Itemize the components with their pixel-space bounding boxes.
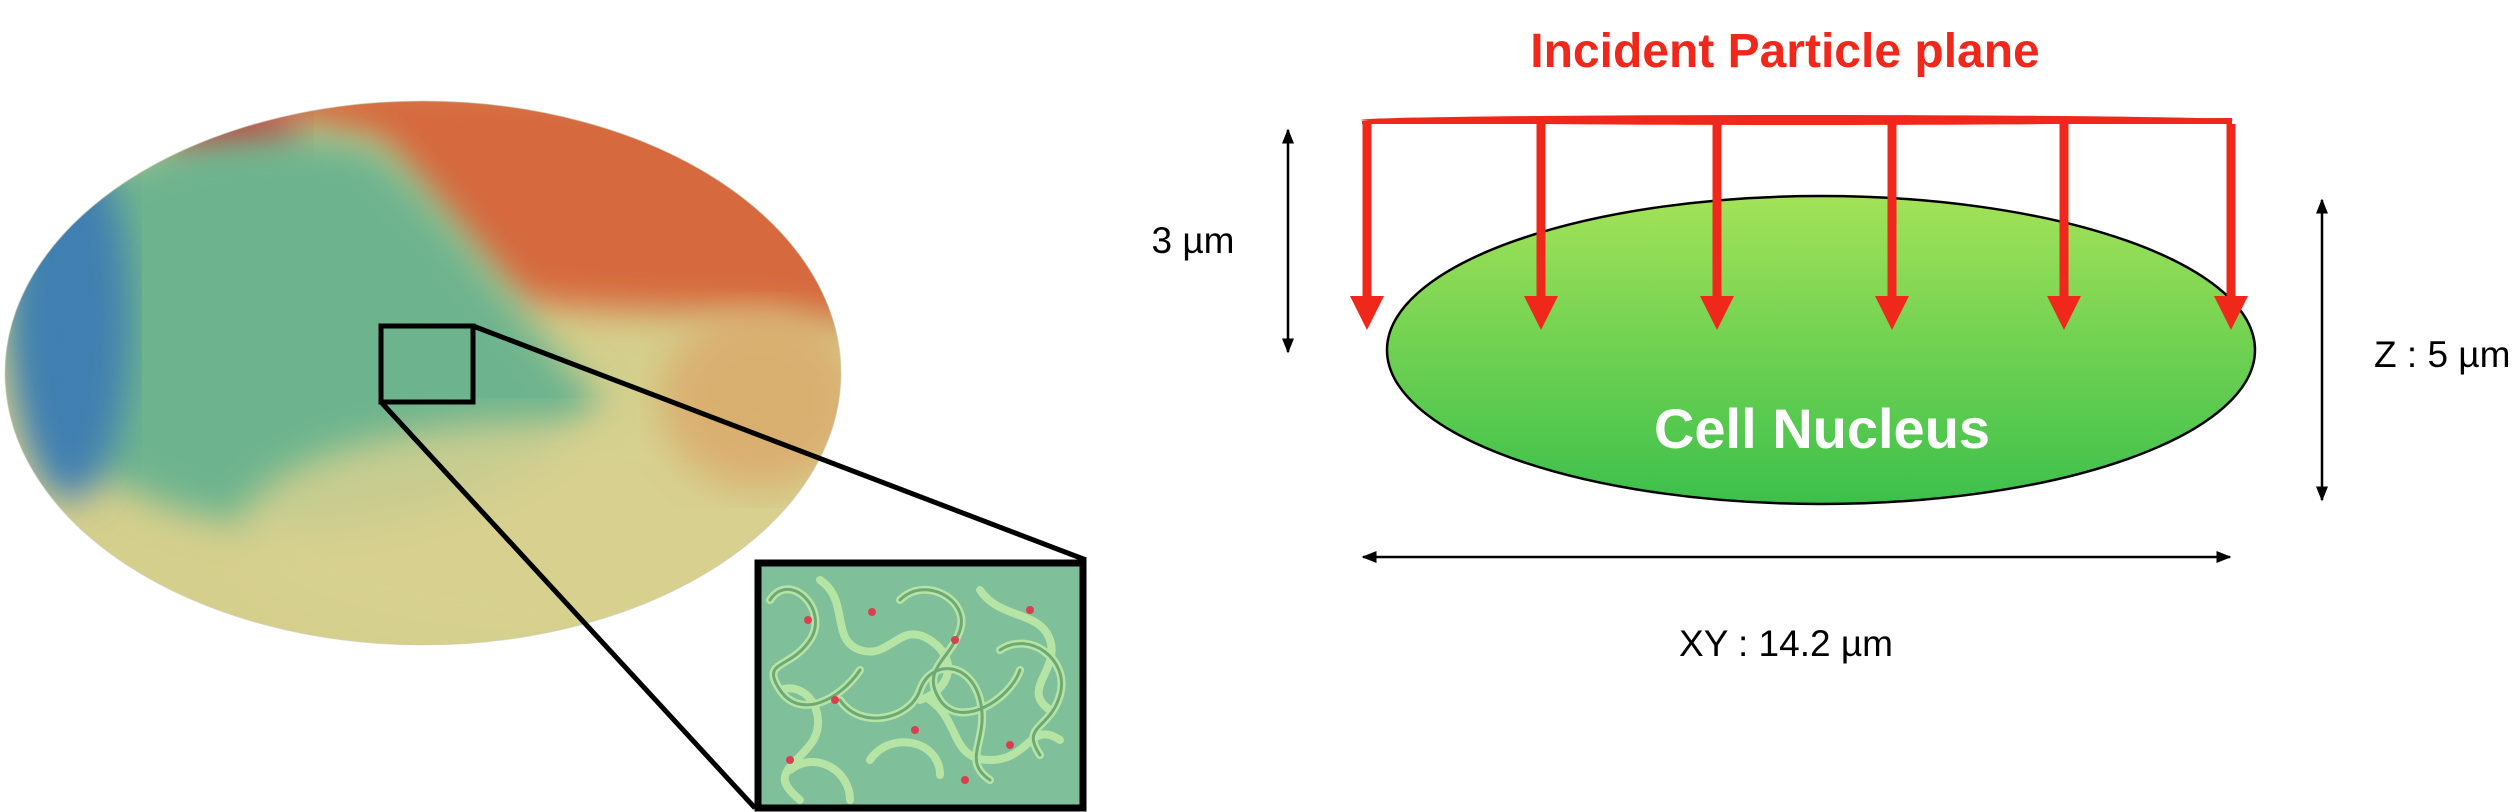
incident-plane-label: Incident Particle plane bbox=[1530, 25, 2039, 78]
arrow-head bbox=[1524, 296, 1558, 330]
arrow-head bbox=[1875, 296, 1909, 330]
arrow-head bbox=[1350, 296, 1384, 330]
chromatin-disc bbox=[4, 100, 842, 646]
arrow-head bbox=[1700, 296, 1734, 330]
zoom-connector-top bbox=[472, 323, 1087, 563]
width-label: XY : 14.2 µm bbox=[1679, 623, 1893, 664]
incident-plane-edge bbox=[1361, 115, 2233, 125]
cell-nucleus-ellipse bbox=[1385, 194, 2257, 506]
arrow-head bbox=[2047, 296, 2081, 330]
particle-arrows bbox=[1350, 124, 2248, 330]
chromatin-inset bbox=[754, 559, 1087, 812]
cell-nucleus-label: Cell Nucleus bbox=[1654, 397, 1990, 460]
zoom-region-box bbox=[378, 323, 476, 405]
arrow-head bbox=[2214, 296, 2248, 330]
zoom-connector-bottom bbox=[379, 400, 757, 810]
depth-label: 3 µm bbox=[1152, 220, 1235, 261]
height-label: Z : 5 µm bbox=[2374, 334, 2510, 375]
